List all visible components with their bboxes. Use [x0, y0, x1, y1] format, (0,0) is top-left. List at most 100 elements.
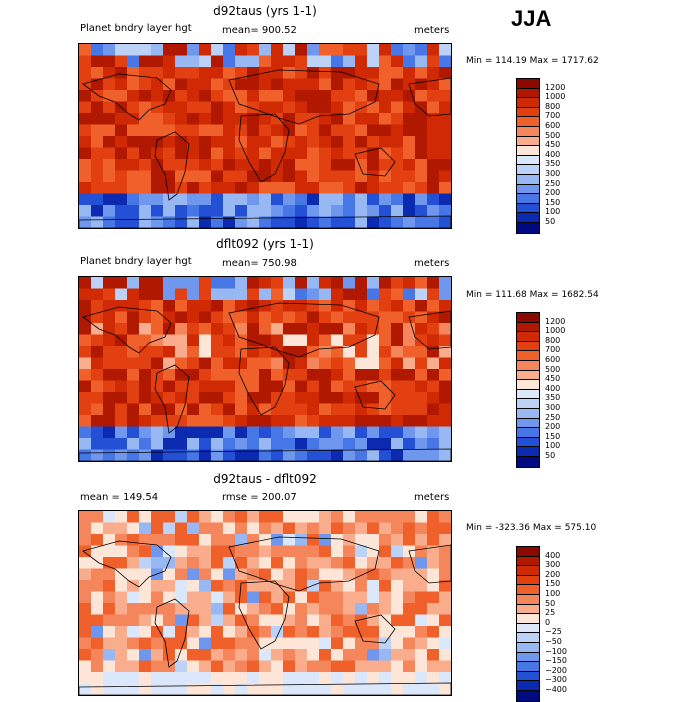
field-cell — [79, 369, 92, 382]
field-cell — [355, 403, 368, 416]
field-cell — [379, 557, 392, 570]
field-cell — [319, 568, 332, 581]
field-cell — [403, 403, 416, 416]
field-cell — [223, 170, 236, 183]
field-cell — [343, 392, 356, 405]
field-cell — [247, 124, 260, 137]
field-cell — [127, 392, 140, 405]
field-cell — [247, 357, 260, 370]
field-cell — [367, 415, 380, 428]
field-cell — [175, 614, 188, 627]
field-cell — [343, 626, 356, 639]
field-cell — [91, 44, 104, 57]
field-cell — [355, 557, 368, 570]
field-cell — [175, 392, 188, 405]
field-cell — [127, 311, 140, 324]
field-cell — [79, 672, 92, 685]
field-cell — [247, 288, 260, 301]
field-cell — [187, 522, 200, 535]
field-cell — [283, 147, 296, 160]
field-cell — [223, 626, 236, 639]
field-cell — [235, 580, 248, 593]
field-cell — [127, 277, 140, 290]
field-cell — [343, 591, 356, 604]
field-cell — [79, 449, 92, 461]
field-cell — [343, 637, 356, 650]
field-cell — [355, 101, 368, 114]
field-cell — [103, 591, 116, 604]
field-cell — [163, 78, 176, 91]
field-cell — [259, 205, 272, 218]
field-cell — [427, 438, 440, 451]
field-cell — [151, 44, 164, 57]
field-cell — [175, 334, 188, 347]
field-cell — [247, 277, 260, 290]
field-cell — [403, 415, 416, 428]
field-cell — [331, 591, 344, 604]
field-cell — [391, 403, 404, 416]
field-cell — [115, 205, 128, 218]
legend-level-label: 400 — [545, 149, 561, 159]
field-cell — [151, 568, 164, 581]
field-cell — [259, 568, 272, 581]
field-cell — [259, 626, 272, 639]
field-cell — [415, 124, 428, 137]
field-cell — [415, 159, 428, 172]
field-cell — [223, 124, 236, 137]
field-cell — [211, 159, 224, 172]
field-cell — [199, 90, 212, 103]
field-cell — [355, 683, 368, 695]
field-cell — [307, 136, 320, 149]
field-cell — [163, 591, 176, 604]
field-cell — [331, 580, 344, 593]
field-cell — [427, 534, 440, 547]
field-cell — [427, 311, 440, 324]
field-cell — [151, 522, 164, 535]
field-cell — [439, 323, 451, 336]
field-cell — [91, 426, 104, 439]
field-cell — [115, 369, 128, 382]
field-cell — [439, 311, 451, 324]
field-cell — [307, 580, 320, 593]
field-cell — [283, 534, 296, 547]
field-cell — [211, 113, 224, 126]
field-cell — [331, 67, 344, 80]
field-cell — [283, 101, 296, 114]
field-cell — [91, 159, 104, 172]
field-cell — [283, 415, 296, 428]
field-cell — [379, 660, 392, 673]
field-cell — [187, 124, 200, 137]
field-cell — [355, 311, 368, 324]
field-cell — [391, 369, 404, 382]
field-cell — [103, 300, 116, 313]
field-cell — [307, 415, 320, 428]
field-cell — [211, 545, 224, 558]
field-cell — [295, 683, 308, 695]
field-cell — [439, 159, 451, 172]
field-cell — [127, 626, 140, 639]
field-cell — [307, 603, 320, 616]
field-cell — [187, 568, 200, 581]
field-cell — [139, 649, 152, 662]
field-cell — [115, 124, 128, 137]
field-cell — [367, 591, 380, 604]
field-cell — [331, 288, 344, 301]
field-cell — [427, 369, 440, 382]
field-cell — [235, 403, 248, 416]
field-cell — [163, 300, 176, 313]
field-cell — [415, 277, 428, 290]
field-cell — [91, 626, 104, 639]
legend-level-label: 700 — [545, 345, 561, 355]
field-cell — [403, 591, 416, 604]
field-cell — [427, 511, 440, 524]
field-cell — [391, 136, 404, 149]
field-cell — [439, 147, 451, 160]
field-cell — [439, 78, 451, 91]
field-cell — [199, 300, 212, 313]
field-cell — [259, 522, 272, 535]
field-cell — [439, 449, 451, 461]
field-cell — [307, 511, 320, 524]
field-cell — [127, 449, 140, 461]
field-cell — [79, 311, 92, 324]
legend-level-label: 500 — [545, 364, 561, 374]
